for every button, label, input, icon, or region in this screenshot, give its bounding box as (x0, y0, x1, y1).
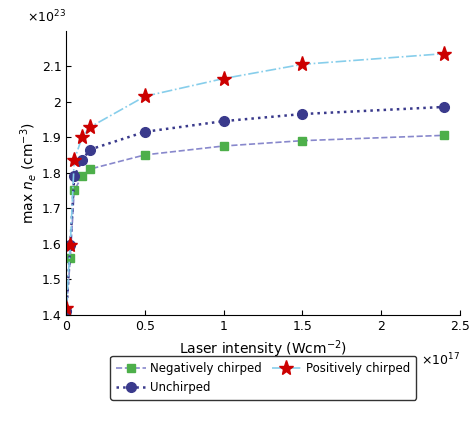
Unchirped (441, 104, 447, 110)
Positively chirped (221, 76, 227, 81)
Negatively chirped (441, 133, 447, 138)
Negatively chirped (87, 166, 93, 172)
Negatively chirped (64, 309, 69, 314)
Positively chirped (64, 305, 69, 310)
Line: Positively chirped: Positively chirped (59, 46, 452, 315)
Unchirped (87, 147, 93, 152)
Text: $\times10^{23}$: $\times10^{23}$ (27, 8, 66, 25)
Text: $\times10^{17}$: $\times10^{17}$ (421, 351, 460, 368)
X-axis label: Laser intensity (Wcm$^{-2}$): Laser intensity (Wcm$^{-2}$) (179, 338, 347, 360)
Unchirped (142, 129, 148, 135)
Positively chirped (441, 51, 447, 56)
Negatively chirped (67, 255, 73, 260)
Negatively chirped (79, 173, 85, 179)
Unchirped (221, 118, 227, 124)
Positively chirped (300, 62, 305, 67)
Negatively chirped (142, 152, 148, 157)
Y-axis label: max $n_e$ (cm$^{-3}$): max $n_e$ (cm$^{-3}$) (18, 121, 39, 224)
Line: Negatively chirped: Negatively chirped (63, 132, 448, 315)
Positively chirped (79, 135, 85, 140)
Unchirped (67, 243, 73, 248)
Positively chirped (67, 242, 73, 247)
Negatively chirped (300, 138, 305, 143)
Line: Unchirped: Unchirped (62, 102, 449, 316)
Positively chirped (142, 94, 148, 99)
Unchirped (64, 309, 69, 314)
Unchirped (72, 173, 77, 179)
Negatively chirped (221, 143, 227, 149)
Negatively chirped (72, 188, 77, 193)
Unchirped (79, 158, 85, 163)
Legend: Negatively chirped, Unchirped, Positively chirped: Negatively chirped, Unchirped, Positivel… (110, 356, 416, 399)
Unchirped (300, 111, 305, 117)
Positively chirped (87, 125, 93, 130)
Positively chirped (72, 158, 77, 163)
